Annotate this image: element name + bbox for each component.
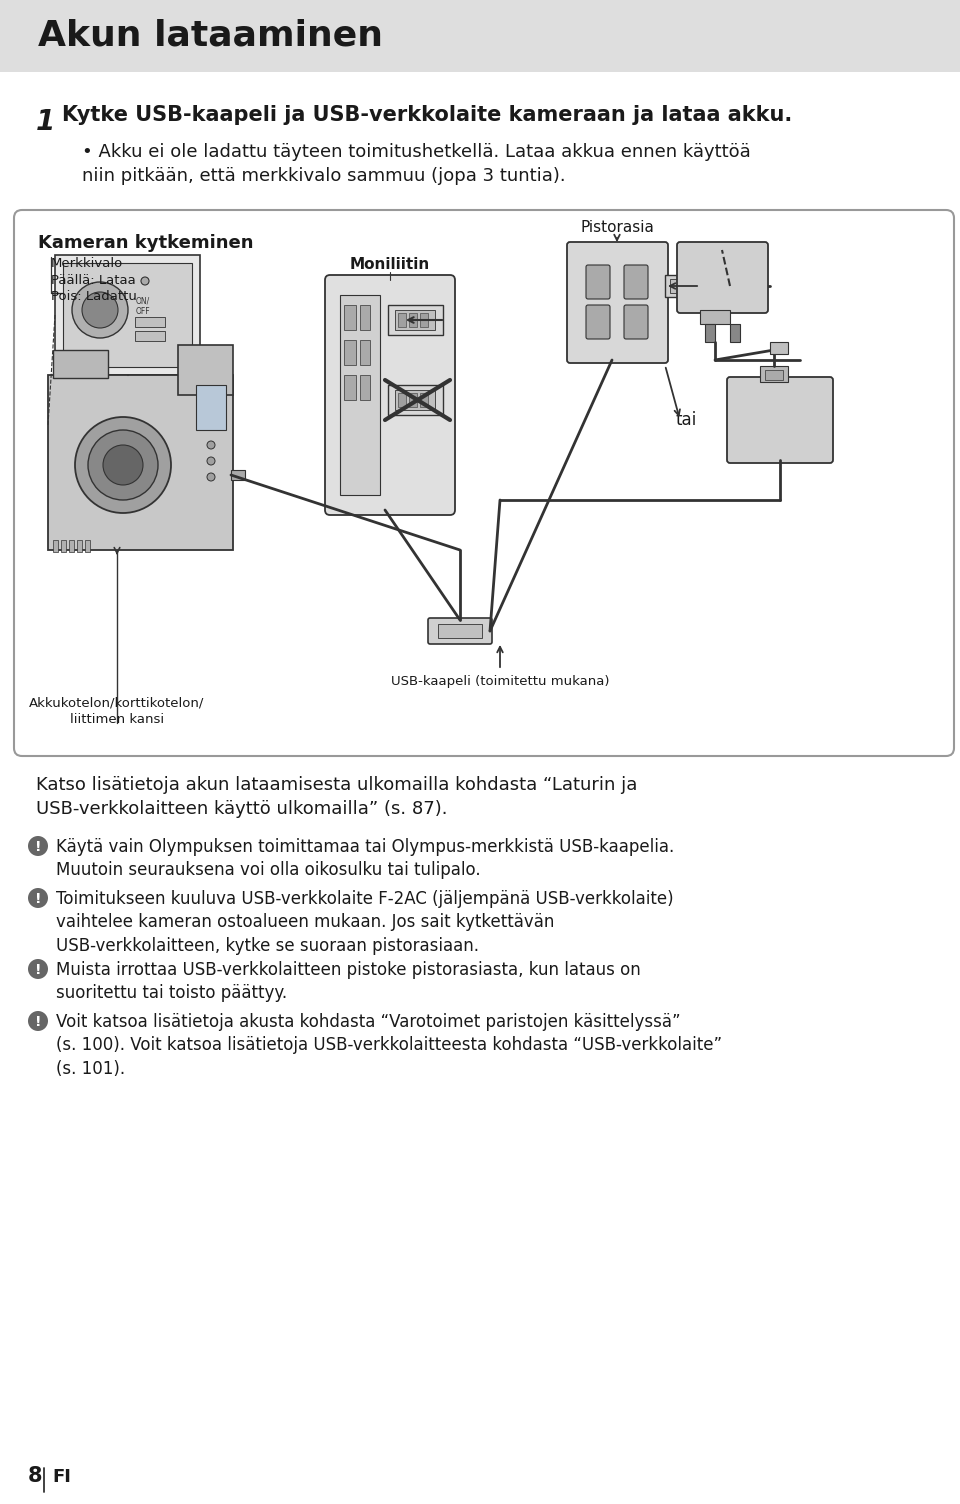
- Text: Voit katsoa lisätietoja akusta kohdasta “Varotoimet paristojen käsittelyssä”
(s.: Voit katsoa lisätietoja akusta kohdasta …: [56, 1014, 722, 1078]
- Text: Pistorasia: Pistorasia: [580, 220, 654, 235]
- FancyBboxPatch shape: [325, 275, 455, 514]
- Bar: [395, 310, 435, 329]
- Circle shape: [88, 430, 158, 499]
- Text: 8: 8: [28, 1466, 42, 1486]
- Text: Kameran kytkeminen: Kameran kytkeminen: [38, 235, 253, 253]
- Text: Toimitukseen kuuluva USB-verkkolaite F-2AC (jäljempänä USB-verkkolaite)
vaihtele: Toimitukseen kuuluva USB-verkkolaite F-2…: [56, 890, 674, 955]
- FancyBboxPatch shape: [727, 378, 833, 463]
- Bar: [53, 540, 58, 552]
- FancyBboxPatch shape: [586, 305, 610, 338]
- Bar: [388, 385, 443, 415]
- Text: USB-kaapeli (toimitettu mukana): USB-kaapeli (toimitettu mukana): [391, 675, 610, 687]
- Bar: [344, 374, 356, 400]
- Bar: [730, 323, 740, 341]
- Bar: [409, 393, 417, 408]
- Bar: [135, 317, 165, 326]
- Bar: [760, 365, 788, 382]
- Bar: [0, 0, 960, 72]
- Text: !: !: [35, 841, 41, 854]
- FancyBboxPatch shape: [14, 211, 954, 757]
- Bar: [135, 331, 165, 341]
- Circle shape: [103, 445, 143, 484]
- Bar: [398, 393, 406, 408]
- Bar: [705, 323, 715, 341]
- Bar: [77, 540, 82, 552]
- Bar: [700, 310, 730, 323]
- Text: Muista irrottaa USB-verkkolaitteen pistoke pistorasiasta, kun lataus on
suoritet: Muista irrottaa USB-verkkolaitteen pisto…: [56, 961, 640, 1002]
- Text: OFF: OFF: [135, 307, 151, 316]
- Bar: [395, 390, 435, 411]
- Bar: [231, 469, 245, 480]
- Bar: [670, 280, 695, 293]
- Bar: [63, 263, 192, 367]
- Bar: [360, 340, 370, 365]
- Circle shape: [28, 887, 48, 908]
- Bar: [765, 370, 783, 381]
- Bar: [55, 256, 200, 374]
- Bar: [178, 344, 233, 396]
- Circle shape: [28, 836, 48, 856]
- Text: Kytke USB-kaapeli ja USB-verkkolaite kameraan ja lataa akku.: Kytke USB-kaapeli ja USB-verkkolaite kam…: [62, 105, 792, 125]
- FancyBboxPatch shape: [624, 305, 648, 338]
- Bar: [420, 393, 428, 408]
- Circle shape: [82, 292, 118, 328]
- Bar: [344, 340, 356, 365]
- Circle shape: [28, 960, 48, 979]
- Text: Merkkivalo
Päällä: Lataa
Pois: Ladattu: Merkkivalo Päällä: Lataa Pois: Ladattu: [51, 257, 137, 302]
- Bar: [770, 341, 788, 353]
- Text: Akun lataaminen: Akun lataaminen: [38, 20, 383, 53]
- Circle shape: [72, 283, 128, 338]
- Bar: [420, 313, 428, 326]
- Text: ON/: ON/: [136, 296, 150, 305]
- FancyBboxPatch shape: [586, 265, 610, 299]
- Text: Akkukotelon/korttikotelon/
liittimen kansi: Akkukotelon/korttikotelon/ liittimen kan…: [30, 696, 204, 726]
- Bar: [48, 374, 233, 550]
- Text: Moniliitin: Moniliitin: [349, 257, 430, 272]
- Bar: [69, 540, 74, 552]
- Circle shape: [28, 1011, 48, 1032]
- Text: tai: tai: [675, 411, 696, 429]
- Circle shape: [207, 457, 215, 465]
- Bar: [61, 540, 66, 552]
- Bar: [340, 295, 380, 495]
- Bar: [360, 305, 370, 329]
- Text: Käytä vain Olympuksen toimittamaa tai Olympus-merkkistä USB-kaapelia.
Muutoin se: Käytä vain Olympuksen toimittamaa tai Ol…: [56, 838, 674, 880]
- Text: !: !: [35, 963, 41, 978]
- Bar: [53, 350, 108, 378]
- Bar: [196, 385, 226, 430]
- Bar: [398, 313, 406, 326]
- FancyBboxPatch shape: [567, 242, 668, 362]
- FancyBboxPatch shape: [677, 242, 768, 313]
- Circle shape: [207, 441, 215, 450]
- Text: Katso lisätietoja akun lataamisesta ulkomailla kohdasta “Laturin ja
USB-verkkola: Katso lisätietoja akun lataamisesta ulko…: [36, 776, 637, 818]
- Text: • Akku ei ole ladattu täyteen toimitushetkellä. Lataa akkua ennen käyttöä
niin p: • Akku ei ole ladattu täyteen toimitushe…: [82, 143, 751, 185]
- Circle shape: [141, 277, 149, 284]
- Bar: [85, 540, 90, 552]
- Circle shape: [75, 417, 171, 513]
- Text: 1: 1: [36, 108, 56, 135]
- FancyBboxPatch shape: [624, 265, 648, 299]
- Bar: [438, 624, 482, 638]
- Bar: [665, 275, 700, 296]
- Bar: [344, 305, 356, 329]
- Bar: [388, 305, 443, 335]
- Circle shape: [207, 472, 215, 481]
- FancyBboxPatch shape: [428, 618, 492, 644]
- Bar: [409, 313, 417, 326]
- Text: !: !: [35, 1015, 41, 1029]
- Text: !: !: [35, 892, 41, 905]
- Text: FI: FI: [52, 1468, 71, 1486]
- Bar: [360, 374, 370, 400]
